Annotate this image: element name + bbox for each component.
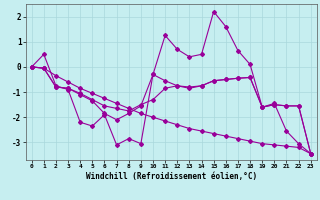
- X-axis label: Windchill (Refroidissement éolien,°C): Windchill (Refroidissement éolien,°C): [86, 172, 257, 181]
